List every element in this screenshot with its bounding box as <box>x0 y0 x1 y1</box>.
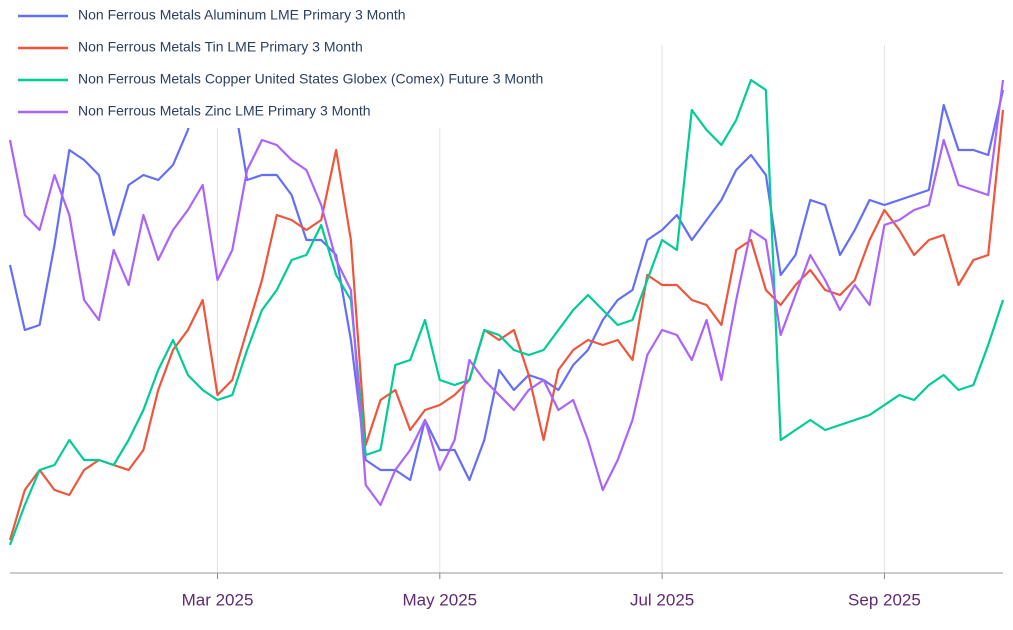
x-tick-label: Sep 2025 <box>848 590 921 609</box>
legend-label: Non Ferrous Metals Zinc LME Primary 3 Mo… <box>78 103 371 119</box>
grid <box>216 45 885 573</box>
legend-background <box>0 0 650 128</box>
series-line <box>8 78 1005 546</box>
legend-label: Non Ferrous Metals Tin LME Primary 3 Mon… <box>78 39 363 55</box>
x-tick-label: Jul 2025 <box>630 590 694 609</box>
x-tick-label: Mar 2025 <box>182 590 254 609</box>
series-line <box>8 79 1005 507</box>
series-line <box>8 58 1005 482</box>
series-line <box>8 109 1005 541</box>
legend-label: Non Ferrous Metals Aluminum LME Primary … <box>78 7 406 23</box>
x-axis: Mar 2025 May 2025 Jul 2025 Sep 2025 <box>10 572 1003 609</box>
plot-area <box>8 58 1005 546</box>
x-tick-label: May 2025 <box>402 590 477 609</box>
legend-label: Non Ferrous Metals Copper United States … <box>78 71 543 87</box>
legend: Non Ferrous Metals Aluminum LME Primary … <box>0 0 650 128</box>
